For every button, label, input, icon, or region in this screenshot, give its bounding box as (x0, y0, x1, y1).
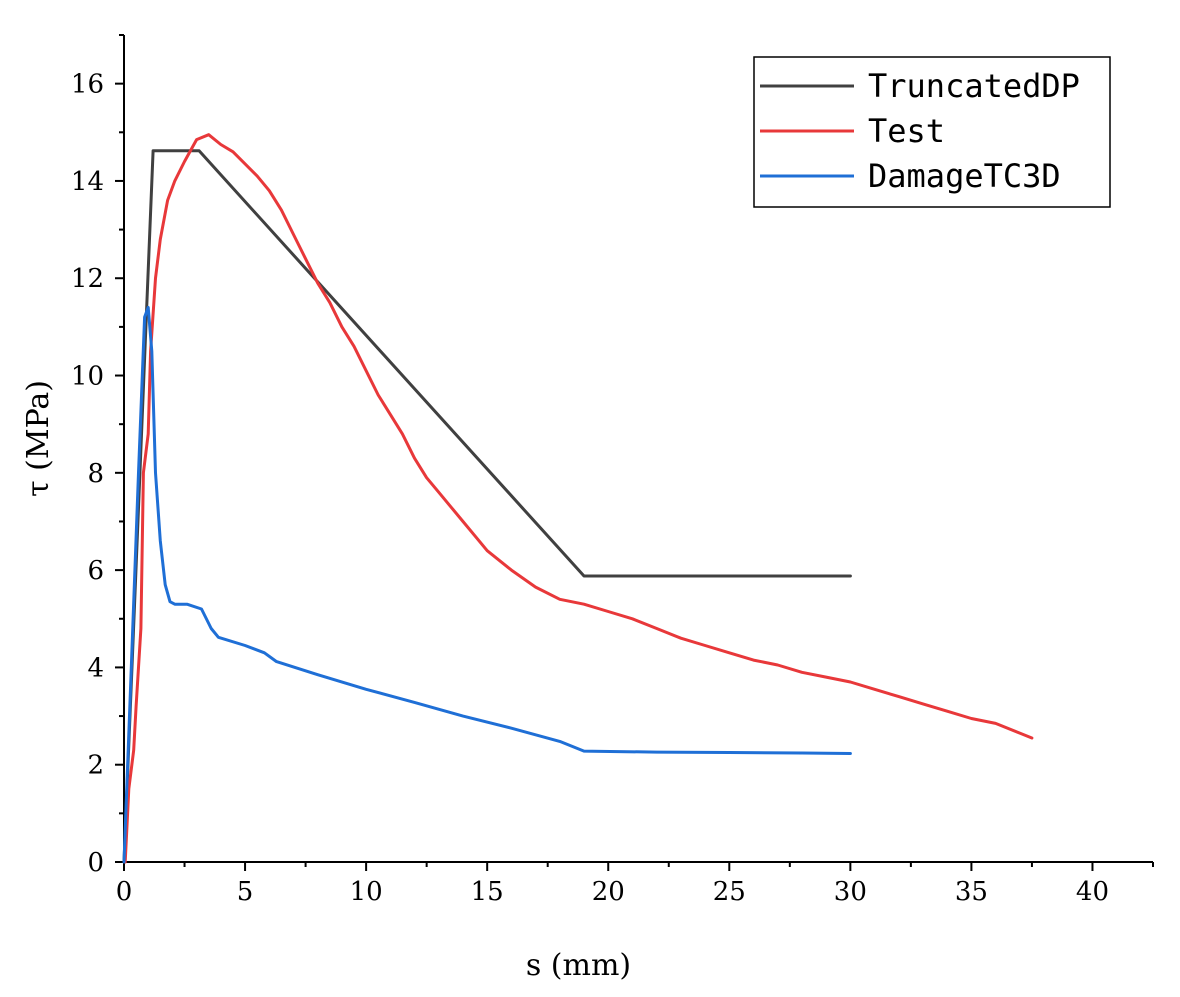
legend-label: DamageTC3D (868, 157, 1061, 195)
y-tick-label: 4 (87, 653, 104, 683)
y-tick-label: 8 (87, 459, 104, 489)
y-tick-label: 0 (87, 848, 104, 878)
axes: 0 5 10 15 20 25 30 35 40 0 2 4 6 8 10 12 14 16 (71, 34, 1154, 907)
x-tick-label: 30 (834, 877, 867, 907)
y-axis-title: τ (MPa) (21, 380, 56, 497)
legend-label: Test (868, 112, 945, 150)
y-tick-label: 10 (71, 362, 104, 392)
y-tick-label: 2 (87, 751, 104, 781)
x-tick-label: 0 (116, 877, 133, 907)
legend-label: TruncatedDP (868, 67, 1080, 105)
y-tick-label: 16 (71, 70, 104, 100)
y-tick-label: 12 (71, 264, 104, 294)
x-tick-label: 40 (1076, 877, 1109, 907)
x-tick-label: 10 (350, 877, 383, 907)
y-tick-label: 6 (87, 556, 104, 586)
series-layer (122, 133, 1034, 864)
x-tick-label: 15 (471, 877, 504, 907)
x-tick-label: 35 (955, 877, 988, 907)
y-tick-label: 14 (71, 167, 104, 197)
series-line-truncateddp (122, 149, 852, 864)
x-axis-title: s (mm) (526, 948, 631, 983)
legend: TruncatedDP Test DamageTC3D (753, 56, 1111, 208)
series-line-test (123, 133, 1034, 864)
x-tick-label: 25 (713, 877, 746, 907)
series-line-damagetc3d (122, 305, 852, 864)
x-tick-label: 5 (237, 877, 254, 907)
x-tick-label: 20 (592, 877, 625, 907)
